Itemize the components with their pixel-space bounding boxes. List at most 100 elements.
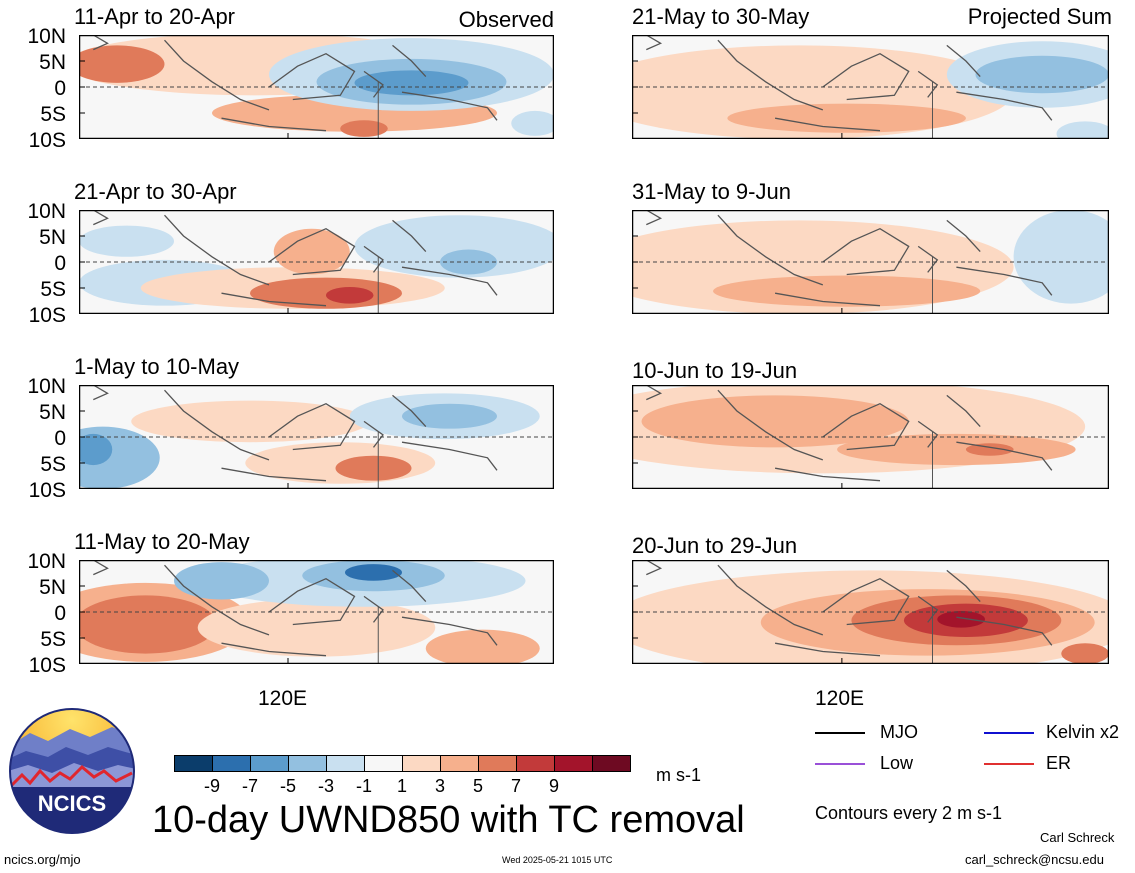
footer-email[interactable]: carl_schreck@ncsu.edu [965, 852, 1104, 867]
coastline [392, 219, 427, 253]
anomaly-contour [713, 275, 981, 307]
coastline [822, 577, 910, 626]
ytick-10n-obs1: 10N [27, 25, 66, 48]
coastline [268, 227, 356, 276]
anomaly-contour [1056, 121, 1109, 139]
coastline [946, 219, 981, 253]
map-panel-proj2 [632, 210, 1109, 314]
colorbar-tick-label: -5 [279, 776, 296, 796]
coastline [363, 595, 384, 623]
anomaly-contour [79, 595, 217, 654]
main-title: 10-day UWND850 with TC removal [152, 799, 745, 841]
coastline [645, 35, 663, 51]
anomaly-contour [335, 455, 412, 481]
coastline [774, 292, 881, 307]
xtick-120e-left: 120E [258, 687, 308, 710]
anomaly-contour [937, 610, 985, 628]
coastline [221, 292, 327, 307]
ytick-10n-obs4: 10N [27, 550, 66, 573]
coastline [917, 595, 939, 623]
ytick-5n-obs2: 5N [39, 226, 66, 249]
panel-tag-observed: Observed [458, 7, 554, 32]
coastline [645, 385, 663, 401]
colorbar-tick-label: 5 [472, 776, 483, 796]
panel-title-obs3: 1-May to 10-May [74, 354, 240, 379]
coastline [956, 616, 1053, 646]
coastline [946, 569, 981, 603]
anomaly-contour [131, 400, 369, 443]
map-frame [632, 385, 1109, 489]
anomaly-contour [440, 249, 497, 275]
panel-title-obs4: 11-May to 20-May [74, 529, 250, 554]
coastline [221, 642, 327, 657]
anomaly-contour [250, 277, 402, 309]
anomaly-contour [79, 433, 113, 466]
coastline [774, 117, 881, 132]
anomaly-contour [641, 395, 909, 448]
coastline [401, 91, 498, 121]
coastline [956, 91, 1053, 121]
colorbar-cell [440, 755, 479, 772]
coastline [92, 385, 109, 401]
coastline [645, 560, 663, 576]
coastline [268, 577, 356, 626]
legend-line-low [815, 763, 865, 765]
coastline [363, 245, 384, 273]
colorbar-cell [516, 755, 555, 772]
coastline [717, 39, 824, 111]
coastline [401, 441, 498, 471]
coastline [774, 467, 881, 482]
anomaly-contour [345, 564, 402, 581]
colorbar-cell [478, 755, 517, 772]
ytick-0-obs3: 0 [54, 427, 66, 450]
ncics-logo: NCICS [9, 708, 135, 834]
coastline [363, 420, 384, 448]
coastline [92, 35, 109, 51]
coastline [221, 467, 327, 482]
footer-author: Carl Schreck [1040, 830, 1115, 845]
ytick-10s-obs1: 10S [28, 129, 66, 152]
ytick-10n-obs2: 10N [27, 200, 66, 223]
footer-url[interactable]: ncics.org/mjo [4, 852, 81, 867]
colorbar-tick-label: 1 [396, 776, 407, 796]
map-panel-obs4 [79, 560, 554, 664]
map-frame [79, 35, 554, 139]
colorbar-tick-label: 7 [510, 776, 521, 796]
colorbar-tick-label: -3 [317, 776, 334, 796]
colorbar-cell [592, 755, 631, 772]
panel-title-obs2: 21-Apr to 30-Apr [74, 179, 237, 204]
anomaly-contour [79, 45, 165, 83]
coastline [822, 402, 910, 451]
ytick-0-obs4: 0 [54, 602, 66, 625]
colorbar-tick-label: 9 [548, 776, 559, 796]
ytick-5n-obs1: 5N [39, 51, 66, 74]
map-panel-proj4 [632, 560, 1109, 664]
coastline [956, 441, 1053, 471]
ytick-10s-obs3: 10S [28, 479, 66, 502]
anomaly-contour [402, 403, 497, 429]
map-frame [632, 210, 1109, 314]
ytick-5n-obs3: 5N [39, 401, 66, 424]
coastline [822, 52, 910, 101]
coastline [268, 402, 356, 451]
anomaly-contour [837, 433, 1076, 466]
colorbar-cell [402, 755, 441, 772]
coastline [164, 39, 270, 111]
coastline [392, 44, 427, 78]
colorbar-tick-label: -9 [203, 776, 220, 796]
footer-timestamp: Wed 2025-05-21 1015 UTC [502, 855, 613, 865]
panel-title-obs1: 11-Apr to 20-Apr [74, 4, 236, 29]
colorbar-cell [212, 755, 251, 772]
map-frame [632, 560, 1109, 664]
legend-label-kelvin: Kelvin x2 [1046, 722, 1120, 742]
coastline [645, 210, 663, 226]
legend-label-er: ER [1046, 753, 1072, 773]
colorbar-cell [326, 755, 365, 772]
coastline [774, 642, 881, 657]
ytick-10s-obs4: 10S [28, 654, 66, 677]
colorbar-cell [174, 755, 213, 772]
panel-title-proj4: 20-Jun to 29-Jun [632, 533, 798, 558]
coastline [956, 266, 1053, 296]
map-panel-proj1 [632, 35, 1109, 139]
coastline [717, 564, 824, 636]
